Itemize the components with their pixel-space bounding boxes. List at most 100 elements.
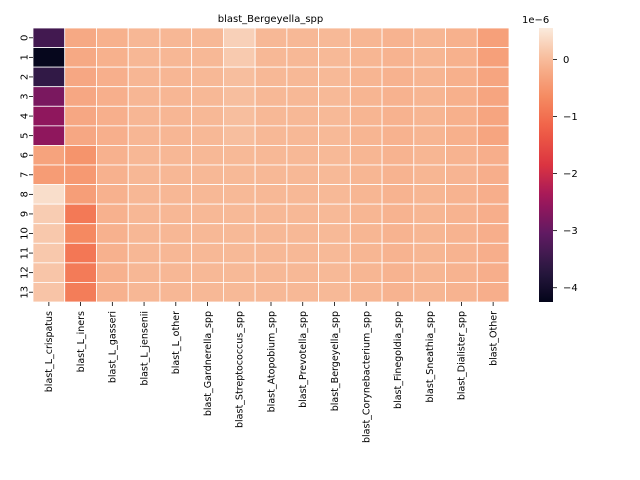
heatmap-cell — [222, 47, 256, 68]
heatmap-cell — [222, 145, 256, 166]
heatmap-cell — [413, 242, 446, 264]
heatmap-cell — [32, 66, 66, 88]
colorbar-tick-label: 0 — [563, 55, 569, 66]
heatmap-cell — [127, 145, 161, 166]
heatmap-cell — [349, 66, 383, 88]
heatmap-cell — [349, 86, 383, 107]
heatmap-cell — [191, 145, 224, 166]
heatmap-cell — [476, 105, 510, 127]
heatmap-cell — [96, 125, 129, 146]
heatmap-cell — [32, 262, 66, 283]
heatmap-cell — [381, 47, 415, 68]
chart-title: blast_Bergeyella_spp — [218, 14, 324, 25]
heatmap-cell — [318, 27, 351, 48]
heatmap-cell — [413, 262, 446, 283]
colorbar-tick-label: −4 — [563, 283, 578, 294]
heatmap-cell — [318, 242, 351, 264]
heatmap-cell — [476, 125, 510, 146]
heatmap-cell — [127, 242, 161, 264]
heatmap-cell — [476, 86, 510, 107]
column-tick-labels: blast_L_crispatus blast_L_iners blast_L_ga… — [44, 302, 499, 443]
heatmap-cell — [254, 242, 288, 264]
heatmap-cell — [413, 27, 446, 48]
heatmap-cell — [349, 125, 383, 146]
heatmap-cell — [318, 164, 351, 185]
heatmap-cells — [32, 27, 510, 303]
column-tick-label: blast_L_iners — [76, 311, 87, 372]
heatmap-cell — [191, 184, 224, 205]
row-tick-label: 9 — [20, 211, 31, 217]
row-tick-label: 0 — [20, 35, 31, 41]
heatmap-cell — [381, 282, 415, 303]
heatmap-cell — [64, 105, 97, 127]
heatmap-cell — [476, 184, 510, 205]
heatmap-cell — [159, 47, 193, 68]
heatmap-cell — [32, 184, 66, 205]
heatmap-cell — [476, 27, 510, 48]
heatmap-cell — [254, 282, 288, 303]
column-tick-label: blast_Atopobium_spp — [266, 311, 277, 412]
heatmap-cell — [222, 184, 256, 205]
heatmap-cell — [191, 125, 224, 146]
heatmap-cell — [96, 66, 129, 88]
heatmap-cell — [222, 223, 256, 244]
colorbar-tick-label: −3 — [563, 226, 578, 237]
heatmap-cell — [445, 164, 478, 185]
heatmap-cell — [318, 66, 351, 88]
heatmap-cell — [381, 145, 415, 166]
heatmap-cell — [286, 203, 319, 225]
column-tick-label: blast_Corynebacterium_spp — [362, 311, 373, 443]
heatmap-cell — [286, 47, 319, 68]
heatmap-cell — [127, 27, 161, 48]
heatmap-cell — [413, 66, 446, 88]
heatmap-cell — [222, 242, 256, 264]
heatmap-cell — [96, 105, 129, 127]
heatmap-cell — [64, 145, 97, 166]
column-tick-label: blast_Sneathia_spp — [425, 311, 436, 403]
row-tick-label: 4 — [20, 113, 31, 119]
heatmap-cell — [445, 86, 478, 107]
heatmap-cell — [254, 203, 288, 225]
heatmap-cell — [318, 47, 351, 68]
heatmap-cell — [127, 223, 161, 244]
heatmap-cell — [286, 262, 319, 283]
heatmap-cell — [445, 125, 478, 146]
heatmap-cell — [222, 203, 256, 225]
heatmap-cell — [413, 223, 446, 244]
heatmap-cell — [32, 27, 66, 48]
column-tick-label: blast_Finegoldia_spp — [393, 311, 404, 409]
heatmap-cell — [32, 105, 66, 127]
heatmap-cell — [318, 125, 351, 146]
heatmap-cell — [32, 223, 66, 244]
heatmap-cell — [64, 262, 97, 283]
heatmap-cell — [159, 145, 193, 166]
heatmap-cell — [445, 242, 478, 264]
heatmap-cell — [476, 262, 510, 283]
heatmap-cell — [127, 66, 161, 88]
column-tick-label: blast_L_other — [171, 311, 182, 374]
heatmap-cell — [127, 184, 161, 205]
heatmap-cell — [191, 105, 224, 127]
heatmap-cell — [32, 282, 66, 303]
heatmap-cell — [381, 66, 415, 88]
heatmap-cell — [64, 86, 97, 107]
heatmap-cell — [222, 125, 256, 146]
heatmap-cell — [96, 47, 129, 68]
heatmap-cell — [96, 86, 129, 107]
heatmap-cell — [32, 125, 66, 146]
heatmap-cell — [159, 27, 193, 48]
heatmap-cell — [159, 282, 193, 303]
heatmap-cell — [349, 47, 383, 68]
colorbar-tick-label: −2 — [563, 169, 578, 180]
heatmap-cell — [286, 27, 319, 48]
heatmap-cell — [413, 203, 446, 225]
heatmap-cell — [159, 223, 193, 244]
heatmap-cell — [254, 184, 288, 205]
heatmap-cell — [476, 223, 510, 244]
heatmap-cell — [381, 125, 415, 146]
heatmap-cell — [222, 164, 256, 185]
heatmap-cell — [413, 184, 446, 205]
heatmap-cell — [476, 242, 510, 264]
heatmap-cell — [159, 66, 193, 88]
